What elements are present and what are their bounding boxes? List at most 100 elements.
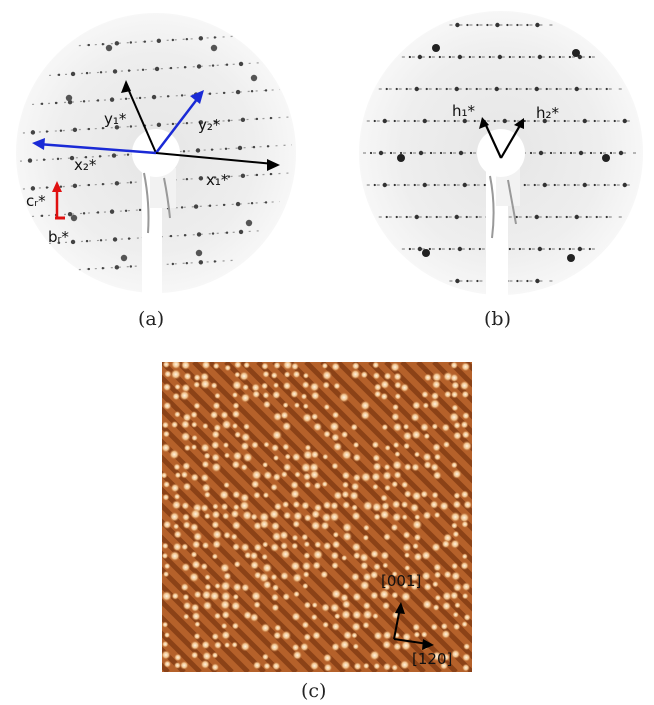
diffraction-spot <box>523 119 526 123</box>
stm-adsorbate <box>350 482 360 492</box>
diffraction-row <box>78 35 234 47</box>
stm-adsorbate <box>393 470 402 480</box>
diffraction-spot <box>96 211 100 214</box>
stm-adsorbate <box>390 412 400 422</box>
diffraction-spot <box>72 127 78 133</box>
stm-adsorbate <box>450 461 458 469</box>
stm-adsorbate <box>431 423 439 430</box>
stm-adsorbate <box>461 663 470 672</box>
diffraction-spot <box>65 94 73 102</box>
stm-adsorbate <box>173 653 182 662</box>
stm-adsorbate <box>461 553 468 560</box>
diffraction-spot <box>549 151 553 155</box>
diffraction-spot <box>577 246 583 252</box>
diffraction-spot <box>458 150 464 156</box>
stm-adsorbate <box>162 493 170 501</box>
stm-adsorbate <box>239 500 250 511</box>
diffraction-spot <box>405 87 408 91</box>
diffraction-spot <box>87 183 91 187</box>
stm-adsorbate <box>454 601 461 609</box>
stm-adsorbate <box>199 378 211 390</box>
stm-adsorbate <box>263 662 271 670</box>
stm-adsorbate <box>461 620 468 628</box>
stm-adsorbate <box>341 449 353 461</box>
stm-adsorbate <box>330 561 339 570</box>
stm-adsorbate <box>411 519 423 530</box>
stm-adsorbate <box>302 402 310 410</box>
stm-adsorbate <box>181 513 191 522</box>
stm-adsorbate <box>223 572 232 581</box>
stm-adsorbate <box>441 423 451 433</box>
stm-adsorbate <box>211 651 219 659</box>
diffraction-spot <box>109 97 115 102</box>
stm-adsorbate <box>353 662 362 671</box>
stm-adsorbate <box>329 602 340 613</box>
diffraction-spot <box>548 247 551 251</box>
stm-adsorbate <box>303 632 312 642</box>
stm-adsorbate <box>380 501 391 511</box>
stm-adsorbate <box>190 550 198 559</box>
stm-adsorbate <box>294 471 301 478</box>
diffraction-spot <box>515 87 518 91</box>
stm-adsorbate <box>250 513 258 521</box>
stm-adsorbate <box>333 382 341 390</box>
diffraction-spot <box>269 116 273 120</box>
stm-adsorbate <box>308 462 320 473</box>
stm-adsorbate <box>450 539 460 549</box>
diffraction-spot <box>443 183 446 187</box>
diffraction-spot <box>114 41 120 46</box>
diffraction-spot <box>87 267 91 271</box>
stm-adsorbate <box>258 572 270 583</box>
diffraction-spot <box>457 246 463 252</box>
stm-adsorbate <box>290 389 299 399</box>
stm-adsorbate <box>351 542 362 553</box>
stm-adsorbate <box>341 481 350 489</box>
stm-adsorbate <box>262 562 273 574</box>
stm-stripe <box>162 550 282 672</box>
stm-adsorbate <box>221 419 232 430</box>
stm-adsorbate <box>383 484 392 492</box>
stm-adsorbate <box>249 560 260 570</box>
stm-adsorbate <box>231 380 243 391</box>
stm-image: [001] [120] <box>162 362 472 672</box>
diffraction-spot <box>237 145 243 151</box>
stm-adsorbate <box>441 629 451 639</box>
stm-adsorbate <box>331 642 340 652</box>
diffraction-spot <box>198 36 204 41</box>
stm-adsorbate <box>299 642 310 652</box>
stm-stripe <box>162 534 298 672</box>
stm-adsorbate <box>422 599 433 610</box>
diffraction-spot <box>553 119 556 123</box>
stm-adsorbate <box>460 490 470 499</box>
stm-adsorbate <box>282 511 292 520</box>
diffraction-spot <box>403 119 406 123</box>
diffraction-spot <box>525 215 528 219</box>
stm-adsorbate <box>223 452 231 459</box>
diffraction-spot <box>240 117 246 122</box>
diffraction-spot <box>473 183 476 187</box>
stm-adsorbate <box>182 593 190 601</box>
stm-adsorbate <box>219 562 230 574</box>
vector-y1 <box>121 80 157 154</box>
stm-adsorbate <box>231 391 239 399</box>
stm-adsorbate <box>359 552 370 563</box>
stm-adsorbate <box>163 370 172 379</box>
stm-adsorbate <box>231 520 242 531</box>
stm-adsorbate <box>433 511 441 519</box>
diffraction-spot <box>196 232 202 237</box>
diffraction-spot <box>129 41 133 44</box>
diffraction-spot <box>515 215 518 219</box>
diffraction-spot <box>198 120 204 125</box>
vector-cr <box>52 181 65 220</box>
diffraction-spot <box>409 151 413 155</box>
diffraction-spot <box>542 118 547 124</box>
stm-adsorbate <box>312 422 323 432</box>
stm-adsorbate <box>162 520 172 530</box>
stm-adsorbate <box>433 563 442 572</box>
diffraction-spot <box>208 92 212 95</box>
stm-adsorbate <box>322 621 330 629</box>
stm-adsorbate <box>461 582 471 592</box>
stm-adsorbate <box>309 381 320 392</box>
stm-adsorbate <box>331 462 339 470</box>
stm-adsorbate <box>252 660 262 670</box>
